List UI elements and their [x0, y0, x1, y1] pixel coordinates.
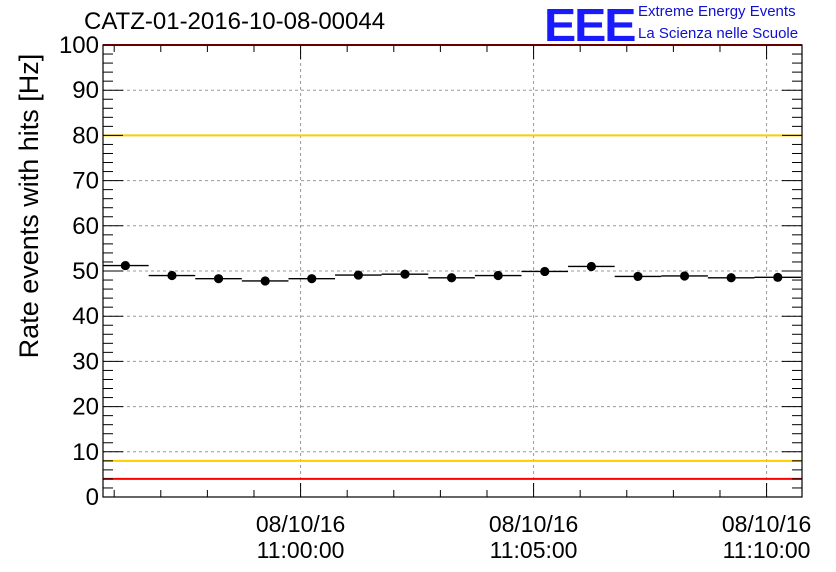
x-tick-time-label: 11:05:00 [490, 537, 578, 563]
data-point [381, 269, 429, 279]
data-point [148, 270, 196, 281]
point-marker [120, 260, 130, 271]
y-tick-label: 30 [72, 348, 99, 375]
point-marker [307, 274, 317, 284]
y-tick-label: 40 [72, 303, 99, 330]
reference-lines [103, 44, 802, 480]
x-tick-date-label: 08/10/16 [722, 511, 812, 537]
logo-line-1: Extreme Energy Events [638, 3, 796, 20]
y-tick-label: 10 [72, 439, 99, 466]
point-marker [260, 276, 270, 286]
data-point [241, 276, 289, 286]
data-point [474, 270, 522, 281]
data-point [103, 260, 149, 271]
data-point [614, 271, 662, 282]
data-point [707, 273, 755, 283]
data-point [521, 266, 569, 277]
data-point [661, 271, 708, 281]
point-marker [773, 272, 783, 282]
x-tick-date-label: 08/10/16 [256, 511, 346, 537]
y-tick-label: 50 [72, 258, 99, 285]
point-marker [633, 271, 643, 282]
y-tick-label: 80 [72, 122, 99, 149]
data-points [103, 260, 802, 286]
x-tick-time-label: 11:10:00 [723, 537, 811, 563]
y-tick-label: 90 [72, 77, 99, 104]
logo-line-2: La Scienza nelle Scuole [638, 25, 799, 42]
y-tick-label: 60 [72, 213, 99, 240]
point-marker [493, 270, 503, 281]
y-tick-label: 20 [72, 394, 99, 421]
data-point [195, 274, 242, 284]
data-point [568, 261, 615, 272]
data-point [335, 270, 382, 280]
data-point [754, 272, 802, 282]
point-marker [400, 269, 410, 279]
point-marker [540, 266, 550, 277]
y-axis-title: Rate events with hits [Hz] [14, 54, 44, 359]
point-marker [446, 273, 457, 283]
point-marker [167, 270, 177, 281]
y-tick-label: 70 [72, 168, 99, 195]
point-marker [213, 274, 224, 284]
axis-labels: 010203040506070809010008/10/1611:00:0008… [59, 32, 811, 563]
point-marker [726, 273, 736, 283]
x-tick-time-label: 11:00:00 [257, 537, 345, 563]
data-point [428, 273, 475, 283]
point-marker [353, 270, 363, 280]
axis-ticks [103, 44, 802, 498]
eee-logo-icon: EEE [544, 0, 636, 51]
y-tick-label: 100 [59, 32, 99, 59]
y-tick-label: 0 [86, 484, 99, 511]
x-tick-date-label: 08/10/16 [489, 511, 579, 537]
chart-title: CATZ-01-2016-10-08-00044 [84, 8, 386, 35]
grid-layer [103, 45, 802, 497]
point-marker [679, 271, 690, 281]
data-point [288, 274, 336, 284]
point-marker [586, 261, 596, 272]
